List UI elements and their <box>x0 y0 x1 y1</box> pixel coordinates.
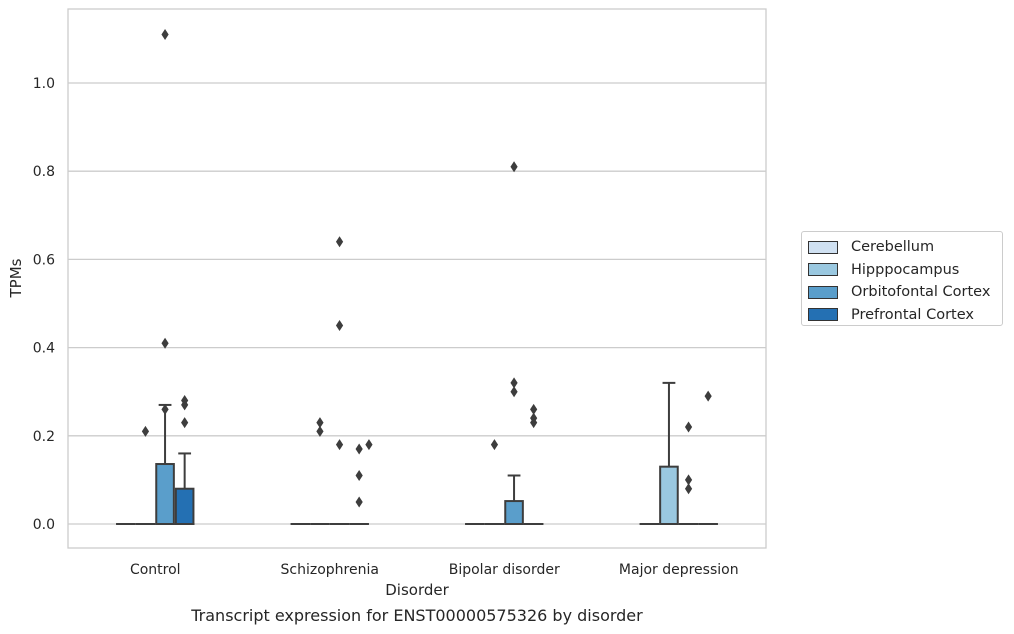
outlier-point <box>335 439 344 451</box>
outlier-point <box>316 425 324 437</box>
y-tick-label: 0.4 <box>33 341 55 357</box>
y-tick-label: 0.0 <box>33 517 55 533</box>
outlier-point <box>181 395 189 407</box>
box-series <box>116 28 718 526</box>
outlier-point <box>684 474 693 486</box>
legend-item: Prefrontal Cortex <box>808 304 1002 327</box>
outlier-point <box>161 403 169 415</box>
outlier-point <box>355 496 363 508</box>
x-axis-label: Disorder <box>385 581 449 599</box>
x-tick-label: Bipolar disorder <box>449 562 560 578</box>
outlier-point <box>490 439 499 451</box>
legend-swatch <box>808 263 838 277</box>
legend-item: Orbitofontal Cortex <box>808 281 1002 304</box>
legend-label: Hipppocampus <box>851 261 960 278</box>
y-tick-label: 0.2 <box>33 429 55 445</box>
legend-item: Hipppocampus <box>808 259 1002 282</box>
legend-label: Cerebellum <box>851 239 935 256</box>
box <box>659 465 679 526</box>
outlier-point <box>316 417 324 429</box>
outlier-point <box>355 469 363 481</box>
outlier-point <box>161 28 169 40</box>
outlier-point <box>181 417 189 429</box>
x-axis-ticks: Control Schizophrenia Bipolar disorder Majo… <box>130 562 739 578</box>
outlier-point <box>141 425 150 437</box>
outlier-point <box>510 161 518 173</box>
outlier-point <box>161 337 169 349</box>
outlier-point <box>684 421 693 433</box>
outlier-point <box>335 320 344 332</box>
x-tick-label: Control <box>130 562 181 578</box>
outlier-point <box>510 377 518 389</box>
legend-item: Cerebellum <box>808 236 1002 259</box>
y-tick-label: 0.6 <box>33 252 55 268</box>
legend-swatch <box>808 308 838 322</box>
chart-caption: Transcript expression for ENST0000057532… <box>191 606 643 625</box>
legend: Cerebellum Hipppocampus Orbitofontal Corte… <box>801 231 1003 326</box>
legend-swatch <box>808 240 838 254</box>
x-tick-label: Schizophrenia <box>281 562 379 578</box>
outlier-point <box>335 236 344 248</box>
x-tick-label: Major depression <box>619 562 739 578</box>
plot-frame <box>67 8 767 549</box>
outlier-point <box>704 390 712 402</box>
legend-swatch <box>808 285 838 299</box>
y-tick-label: 0.8 <box>33 164 55 180</box>
y-axis-label: TPMs <box>7 258 25 298</box>
box <box>504 500 524 525</box>
legend-label: Prefrontal Cortex <box>851 306 974 323</box>
outlier-point <box>684 483 693 495</box>
outlier-point <box>530 403 538 415</box>
outlier-point <box>365 439 373 451</box>
outlier-point <box>530 412 538 424</box>
box <box>155 463 175 525</box>
legend-label: Orbitofontal Cortex <box>851 284 991 301</box>
y-axis-ticks: 0.0 0.2 0.4 0.6 0.8 1.0 <box>33 76 55 533</box>
y-tick-label: 1.0 <box>33 76 55 92</box>
outlier-point <box>355 443 363 455</box>
outlier-point <box>510 386 518 398</box>
box <box>174 487 195 525</box>
grid-lines <box>68 82 766 525</box>
